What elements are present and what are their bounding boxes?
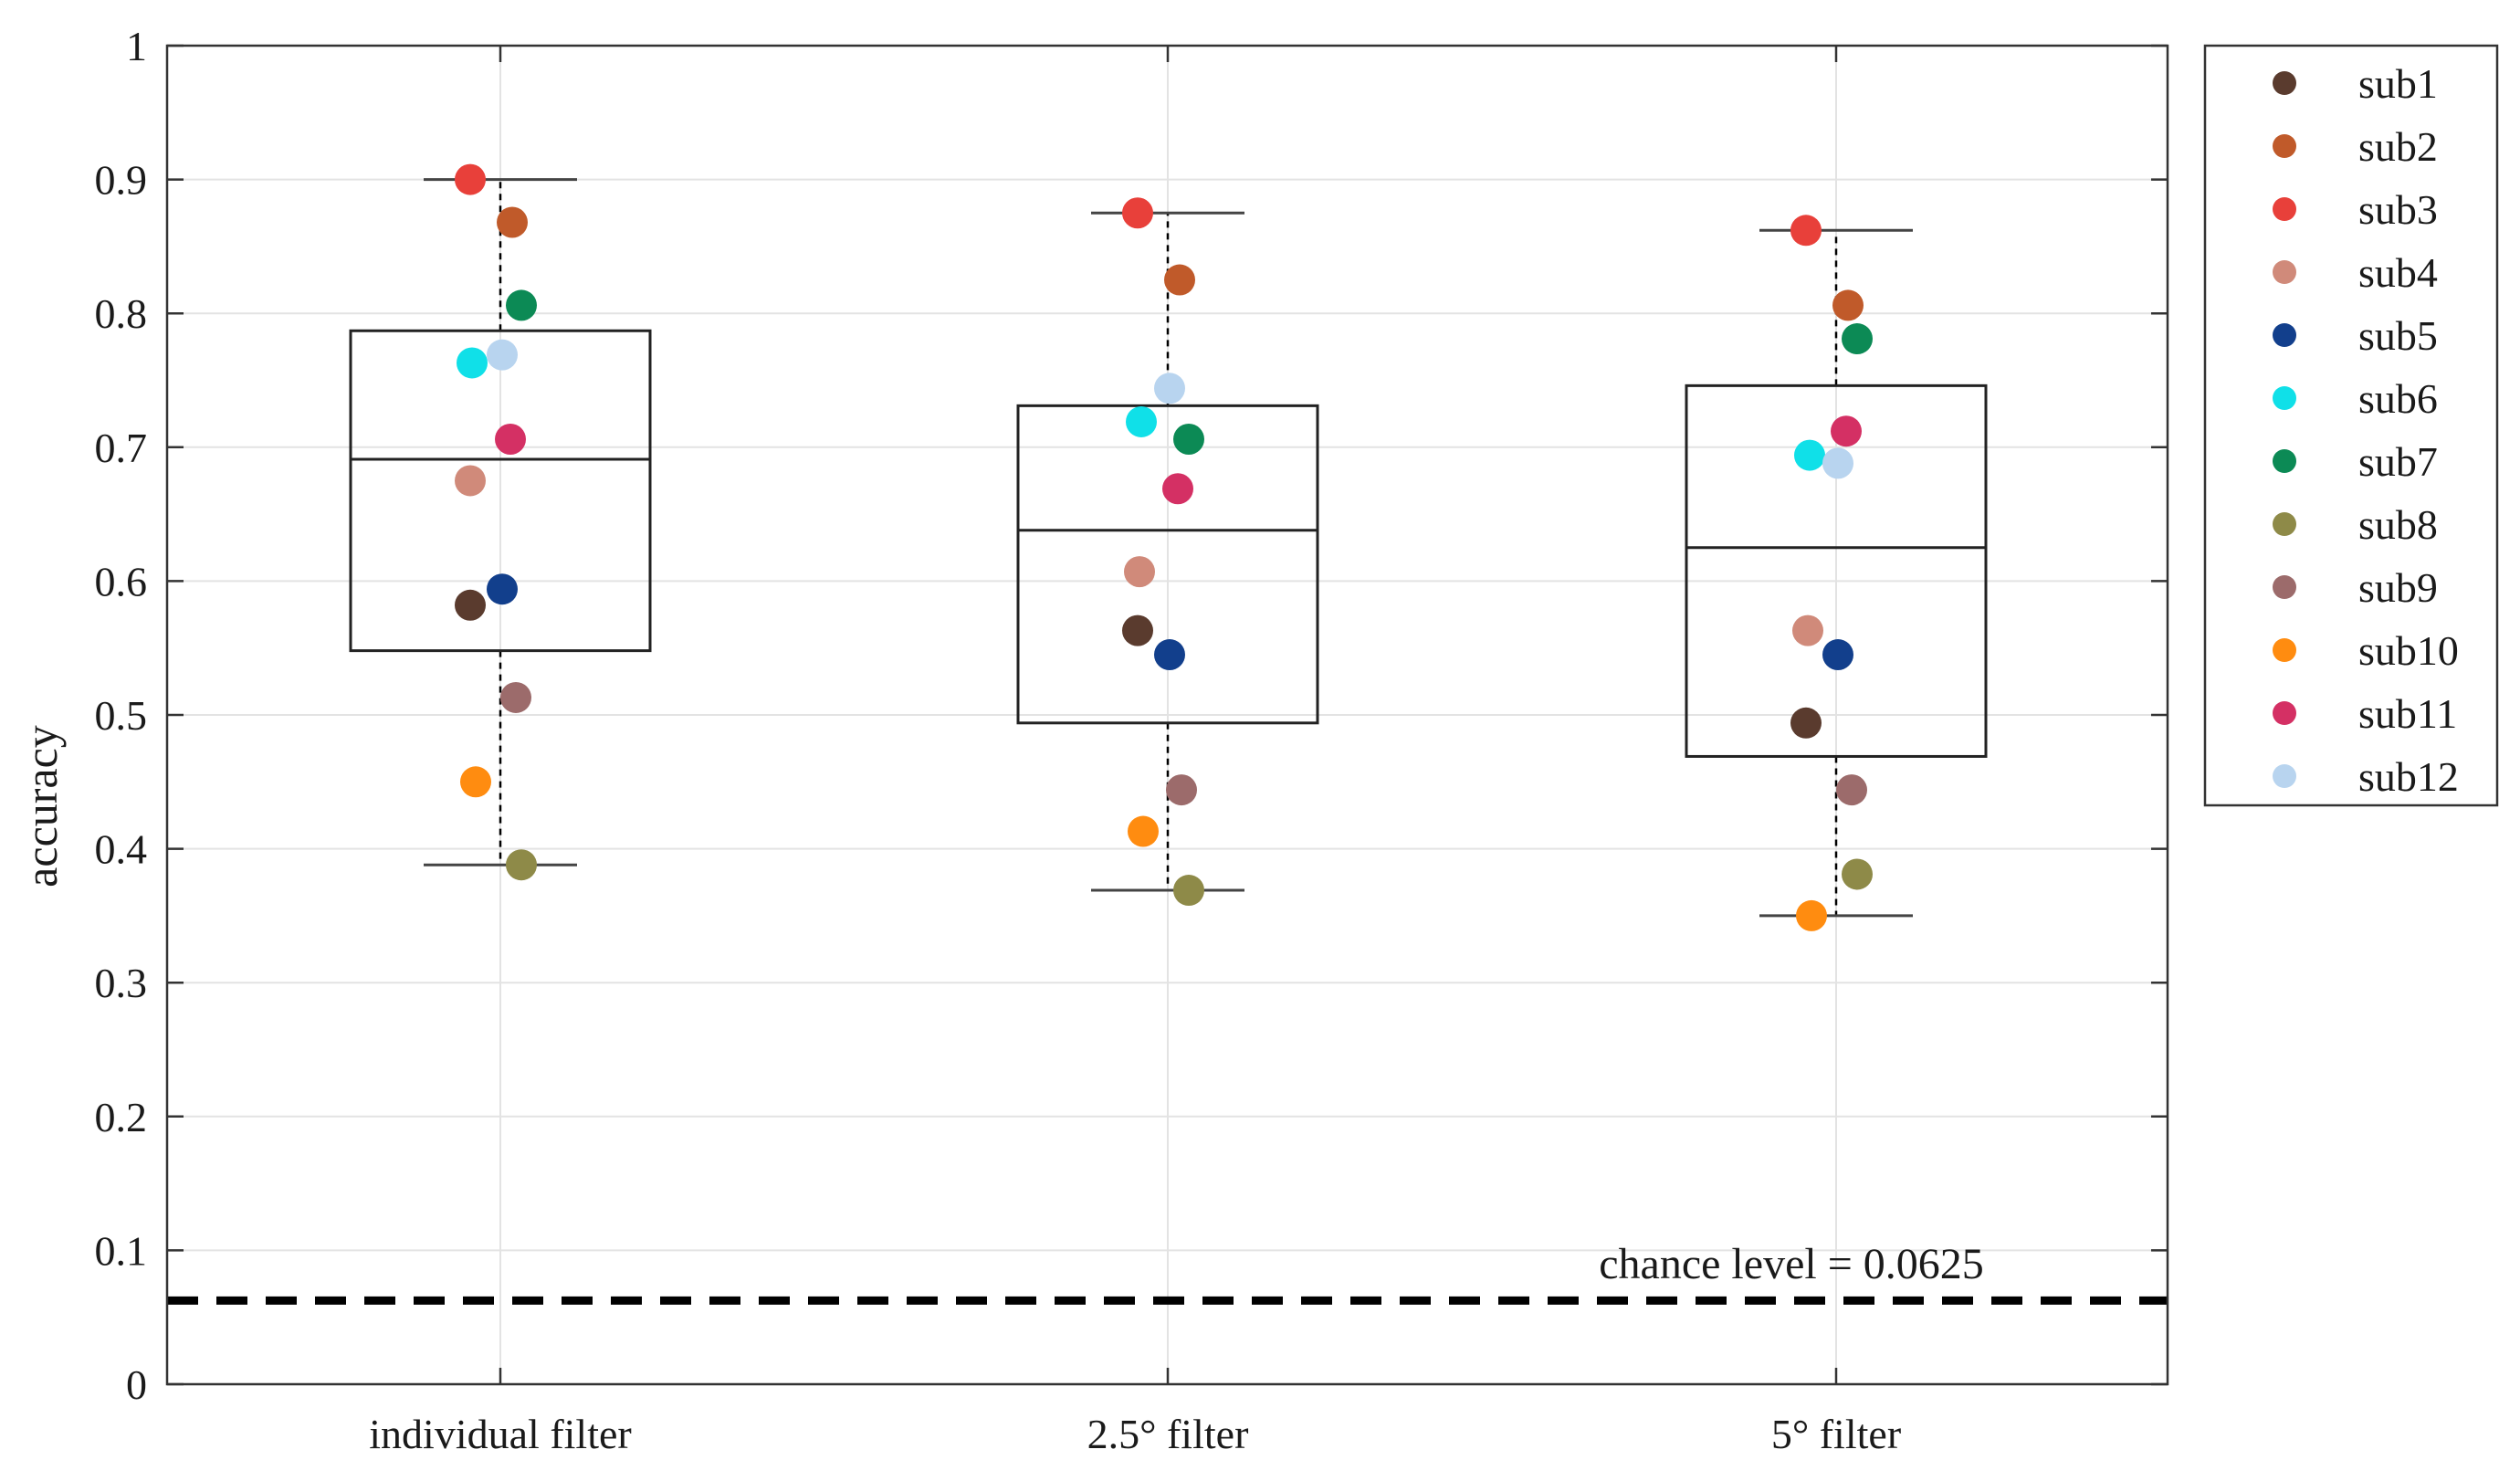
data-point-sub8 — [1173, 875, 1204, 907]
data-points — [455, 163, 1873, 931]
legend-marker-sub4 — [2273, 260, 2296, 284]
data-point-sub9 — [1836, 774, 1867, 806]
y-tick-label: 0.2 — [95, 1094, 148, 1140]
legend-marker-sub10 — [2273, 638, 2296, 662]
data-point-sub6 — [457, 347, 488, 379]
box-iqr — [1016, 404, 1319, 725]
legend-label-sub5: sub5 — [2358, 312, 2438, 359]
y-axis-title: accuracy — [16, 725, 67, 888]
legend-label-sub2: sub2 — [2358, 123, 2438, 170]
data-point-sub12 — [1154, 373, 1185, 404]
y-tick-label: 0.1 — [95, 1227, 148, 1274]
data-point-sub3 — [455, 163, 486, 195]
x-axis-ticks: individual filter 2.5° filter 5° filter — [369, 46, 1901, 1457]
legend-label-sub4: sub4 — [2358, 249, 2438, 296]
data-point-sub7 — [506, 289, 537, 321]
data-point-sub2 — [497, 206, 528, 238]
data-point-sub5 — [1822, 639, 1853, 671]
box-plots — [349, 178, 1988, 918]
box-plot — [1016, 211, 1319, 892]
legend-marker-sub1 — [2273, 71, 2296, 95]
legend-label-sub1: sub1 — [2358, 60, 2438, 107]
y-axis-ticks: 0 0.1 0.2 0.3 0.4 0.5 0.6 0.7 0.8 0.9 1 — [95, 23, 2168, 1408]
y-tick-label: 0.6 — [95, 558, 148, 604]
data-point-sub11 — [1831, 415, 1862, 447]
data-point-sub8 — [506, 849, 537, 881]
legend-frame — [2203, 44, 2499, 807]
data-point-sub9 — [1166, 774, 1197, 806]
data-point-sub5 — [487, 573, 518, 605]
data-point-sub7 — [1173, 424, 1204, 456]
legend-marker-sub7 — [2273, 449, 2296, 473]
legend: sub1 sub2 sub3 sub4 sub5 sub6 sub7 sub8 sub9 sub1… — [2203, 44, 2499, 807]
data-point-sub10 — [1796, 899, 1827, 931]
box-iqr — [349, 329, 652, 653]
data-point-sub2 — [1164, 264, 1195, 296]
data-point-sub5 — [1154, 639, 1185, 671]
data-point-sub8 — [1842, 858, 1873, 890]
legend-label-sub10: sub10 — [2358, 627, 2459, 674]
data-point-sub11 — [1162, 473, 1193, 505]
data-point-sub3 — [1790, 215, 1822, 247]
box-iqr — [1685, 383, 1988, 758]
legend-marker-sub12 — [2273, 764, 2296, 788]
y-tick-label: 0.3 — [95, 960, 148, 1006]
data-point-sub12 — [487, 339, 518, 371]
x-tick-label: 5° filter — [1771, 1411, 1901, 1457]
legend-marker-sub11 — [2273, 701, 2296, 725]
data-point-sub1 — [1790, 707, 1822, 739]
y-tick-label: 0.8 — [95, 290, 148, 337]
data-point-sub9 — [500, 681, 531, 713]
data-point-sub1 — [1122, 614, 1153, 646]
y-tick-label: 0 — [126, 1361, 147, 1408]
data-point-sub4 — [455, 465, 486, 497]
chance-level-annotation: chance level = 0.0625 — [1599, 1240, 1984, 1288]
data-point-sub2 — [1832, 289, 1864, 321]
data-point-sub4 — [1792, 614, 1823, 646]
legend-label-sub6: sub6 — [2358, 375, 2438, 422]
x-tick-label: individual filter — [369, 1411, 631, 1457]
legend-marker-sub5 — [2273, 323, 2296, 347]
y-tick-label: 1 — [126, 23, 147, 69]
legend-marker-sub2 — [2273, 134, 2296, 158]
legend-label-sub8: sub8 — [2358, 501, 2438, 548]
legend-label-sub7: sub7 — [2358, 438, 2438, 485]
y-tick-label: 0.4 — [95, 826, 148, 873]
legend-marker-sub3 — [2273, 197, 2296, 221]
legend-marker-sub6 — [2273, 386, 2296, 410]
data-point-sub10 — [460, 766, 491, 798]
y-tick-label: 0.5 — [95, 692, 148, 739]
data-point-sub4 — [1124, 556, 1155, 588]
y-tick-label: 0.7 — [95, 425, 148, 471]
box-plot — [1685, 228, 1988, 918]
legend-label-sub11: sub11 — [2358, 690, 2457, 737]
data-point-sub6 — [1126, 405, 1157, 437]
legend-marker-sub9 — [2273, 575, 2296, 599]
data-point-sub11 — [495, 424, 526, 456]
legend-marker-sub8 — [2273, 512, 2296, 536]
data-point-sub1 — [455, 589, 486, 621]
x-tick-label: 2.5° filter — [1087, 1411, 1249, 1457]
data-point-sub12 — [1822, 447, 1853, 479]
box-plot — [349, 178, 652, 867]
legend-label-sub12: sub12 — [2358, 753, 2459, 800]
data-point-sub10 — [1128, 815, 1159, 847]
data-point-sub3 — [1122, 197, 1153, 229]
legend-label-sub9: sub9 — [2358, 564, 2438, 611]
data-point-sub7 — [1842, 323, 1873, 355]
data-point-sub6 — [1794, 439, 1825, 471]
y-tick-label: 0.9 — [95, 157, 148, 204]
legend-label-sub3: sub3 — [2358, 186, 2438, 233]
